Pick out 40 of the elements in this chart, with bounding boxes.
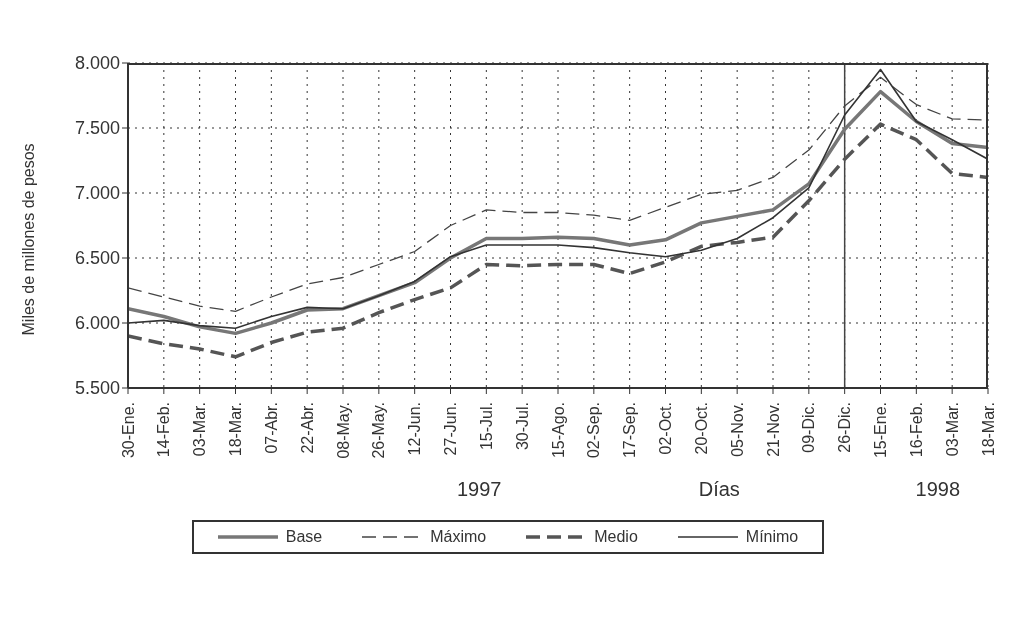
legend-label: Máximo	[430, 528, 487, 546]
y-tick-label: 8.000	[74, 53, 120, 74]
x-tick-label: 09-Dic.	[800, 402, 818, 453]
line-series	[128, 122, 988, 359]
x-tick-label: 12-Jun.	[406, 402, 424, 456]
text: 1997	[456, 478, 502, 501]
legend-label: Base	[285, 528, 323, 546]
y-tick-label: 7.000	[74, 183, 120, 204]
x-tick-label: 21-Nov.	[764, 402, 782, 457]
x-tick-label: 17-Sep.	[621, 402, 639, 459]
x-tick-label: 22-Abr.	[298, 402, 316, 454]
text: 1998	[915, 478, 961, 501]
x-tick-label: 20-Oct.	[692, 402, 710, 455]
x-tick-label: 15-Ago.	[549, 402, 567, 459]
x-tick-label: 05-Nov.	[728, 402, 746, 457]
x-axis-title: Días	[698, 478, 740, 501]
x-tick-label: 30-Jul.	[513, 402, 531, 451]
x-tick-label: 18-Mar.	[979, 402, 997, 457]
x-tick-label: 02-Oct.	[657, 402, 674, 455]
legend-label: Medio	[594, 528, 638, 546]
x-tick-label: 15-Jul.	[477, 402, 495, 451]
y-tick-label: 7.500	[74, 118, 120, 139]
x-tick-label: 27-Jun.	[442, 402, 459, 456]
y-tick-label: 5.500	[74, 378, 120, 399]
y-tick-label: 6.000	[74, 313, 120, 334]
x-tick-label: 03-Mar.	[191, 402, 209, 457]
x-tick-label: 18-Mar.	[227, 402, 244, 457]
x-tick-label: 30-Ene.	[119, 402, 137, 459]
x-tick-label: 26-May.	[370, 402, 388, 459]
y-tick-label: 6.500	[74, 248, 120, 269]
x-tick-label: 26-Dic.	[836, 402, 854, 453]
x-tick-label: 16-Feb.	[907, 402, 925, 458]
x-tick-label: 14-Feb.	[155, 402, 173, 458]
x-tick-label: 02-Sep.	[585, 402, 603, 459]
x-tick-label: 07-Abr.	[262, 402, 280, 454]
x-tick-label: 15-Ene.	[872, 402, 889, 459]
y-axis-title: Miles de millones de pesos	[19, 143, 37, 336]
x-tick-label: 03-Mar.	[943, 402, 961, 457]
x-tick-label: 08-May.	[334, 402, 352, 459]
legend-label: Mínimo	[745, 528, 799, 546]
